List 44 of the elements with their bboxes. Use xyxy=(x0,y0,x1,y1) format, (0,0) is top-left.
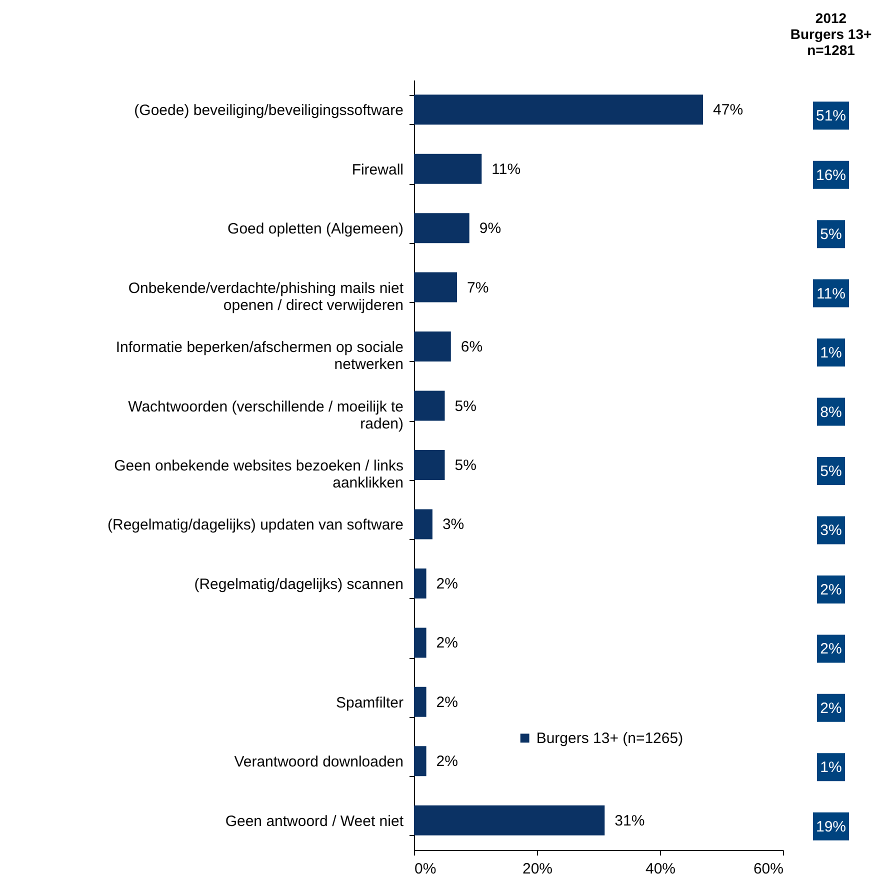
data-label: 6% xyxy=(460,338,483,356)
x-tick-label: 0% xyxy=(414,860,436,878)
data-label: 11% xyxy=(492,160,521,178)
text: 5% xyxy=(820,463,842,480)
y-tick-label: (Regelmatig/dagelijks) updaten van software xyxy=(108,516,404,534)
data-label: 31% xyxy=(614,812,645,830)
text: 16% xyxy=(816,166,846,184)
y-tick-label: Firewall xyxy=(352,161,404,178)
text: 19% xyxy=(816,818,846,836)
data-label: 7% xyxy=(467,279,489,296)
y-tick-label: Verantwoord downloaden xyxy=(234,754,404,771)
y-tick-label: Goed opletten (Algemeen) xyxy=(228,220,404,238)
data-label: 2% xyxy=(436,575,458,592)
data-label: 5% xyxy=(454,398,476,415)
text: 2% xyxy=(820,640,842,658)
y-tick-label: (Goede) beveiliging/beveiligingssoftware xyxy=(134,102,404,120)
text: 3% xyxy=(820,522,842,540)
text: 1% xyxy=(820,759,842,776)
data-label: 2% xyxy=(436,634,458,652)
legend-label: Burgers 13+ (n=1265) xyxy=(536,730,684,748)
text: 11% xyxy=(816,285,846,302)
text: 8% xyxy=(820,404,842,421)
y-tick-label: (Regelmatig/dagelijks) scannen xyxy=(194,576,404,593)
data-label: 3% xyxy=(442,516,464,534)
text: 51% xyxy=(816,108,846,125)
y-tick-label: Geen antwoord / Weet niet xyxy=(225,812,404,830)
data-label: 2% xyxy=(436,753,458,770)
y-tick-label: Geen onbekende websites bezoeken / links aanklikken xyxy=(114,458,404,492)
y-tick-label: Spamfilter xyxy=(336,694,404,712)
x-tick-label: 60% xyxy=(753,860,784,878)
data-label: 2% xyxy=(436,694,458,711)
y-tick-label: Wachtwoorden (verschillende / moeilijk te raden) xyxy=(128,398,404,432)
text: 2% xyxy=(820,581,842,598)
x-tick-label: 20% xyxy=(522,860,553,878)
x-tick-label: 40% xyxy=(645,860,676,878)
text: 5% xyxy=(820,226,842,244)
text: 2% xyxy=(820,700,842,717)
data-label: 47% xyxy=(713,102,744,119)
text: 1% xyxy=(820,344,842,362)
y-tick-label: Informatie beperken/afschermen op sociale netwerken xyxy=(116,339,404,374)
text: 2012 Burgers 13+ n=1281 xyxy=(790,10,872,58)
data-label: 9% xyxy=(479,220,502,238)
data-label: 5% xyxy=(454,457,476,474)
y-tick-label: Onbekende/verdachte/phishing mails niet openen / direct verwijderen xyxy=(128,280,404,314)
